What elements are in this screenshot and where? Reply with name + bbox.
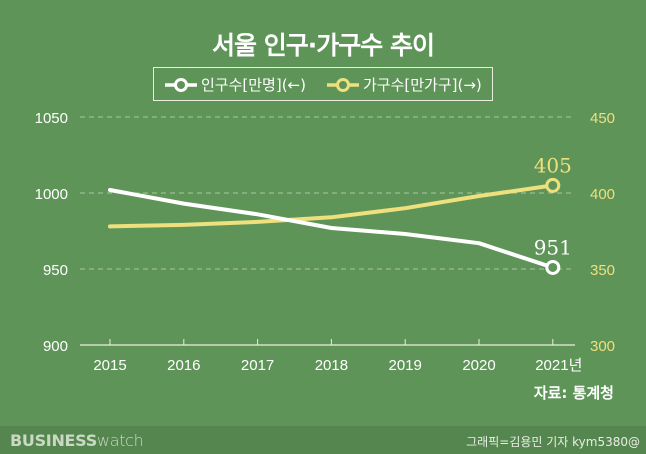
legend-label-population: 인구수[만명](←)	[201, 76, 306, 94]
legend-marker-households-icon	[327, 77, 359, 92]
series-line-population	[108, 188, 555, 270]
x-tick-label: 2020	[462, 357, 495, 374]
end-point-population	[545, 259, 561, 275]
brand-bold: BUSINESS	[10, 431, 97, 450]
graphic-credit: 그래픽=김용민 기자 kym5380@	[466, 435, 640, 449]
brand-logo: BUSINESSwatch	[10, 431, 144, 450]
x-tick-label: 2021년	[535, 357, 582, 374]
chart-title: 서울 인구·가구수 추이	[212, 31, 435, 60]
y-right-tick-label: 300	[590, 338, 615, 355]
data-label-households: 405	[534, 153, 572, 177]
x-tick-label: 2016	[167, 357, 200, 374]
x-tick-label: 2015	[93, 357, 126, 374]
y-right-tick-label: 450	[590, 110, 615, 127]
footer: BUSINESSwatch 그래픽=김용민 기자 kym5380@	[0, 426, 646, 454]
y-left-tick-label: 1050	[35, 110, 68, 127]
x-tick-label: 2017	[241, 357, 274, 374]
legend: 인구수[만명](←) 가구수[만가구](→)	[153, 67, 493, 101]
y-right-tick-label: 350	[590, 262, 615, 279]
legend-marker-population-icon	[165, 77, 197, 92]
y-right-tick-label: 400	[590, 186, 615, 203]
end-point-households	[545, 177, 561, 193]
source-note: 자료: 통계청	[533, 384, 614, 402]
legend-item-households: 가구수[만가구](→)	[326, 74, 482, 95]
legend-item-population: 인구수[만명](←)	[164, 74, 306, 95]
y-left-tick-label: 950	[43, 262, 68, 279]
series-line-households	[108, 183, 555, 229]
brand-light: watch	[96, 431, 144, 450]
x-tick-label: 2018	[315, 357, 348, 374]
y-left-tick-label: 900	[43, 338, 68, 355]
data-label-population: 951	[534, 235, 572, 259]
x-tick-label: 2019	[389, 357, 422, 374]
y-left-tick-label: 1000	[35, 186, 68, 203]
legend-label-households: 가구수[만가구](→)	[363, 76, 482, 94]
